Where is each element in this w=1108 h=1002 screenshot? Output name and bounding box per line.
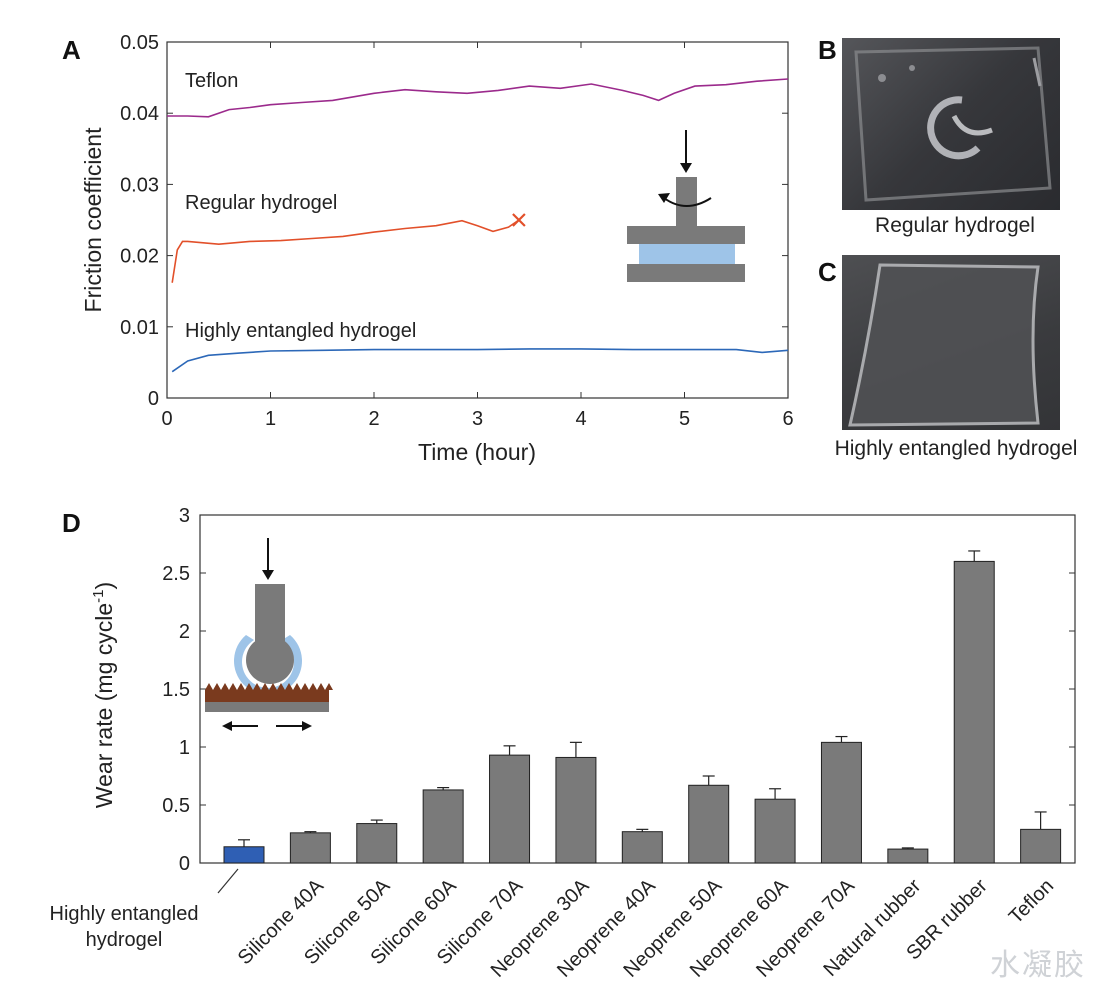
y-tick-label: 0.01 [120, 317, 159, 339]
x-axis-label: Time (hour) [418, 439, 536, 465]
wear-rate-bar-chart: 00.511.522.53 Highly entangled hydrogel Si… [50, 505, 1076, 982]
bar-natural-rubber [887, 848, 929, 864]
x-tick-label: 2 [368, 408, 379, 430]
bar-neoprene-60a [754, 798, 796, 864]
photo-caption-entangled: Highly entangled hydrogel [834, 437, 1078, 460]
schematic-hydrogel-sample [639, 244, 735, 264]
schematic-bottom-plate [627, 264, 745, 282]
panel-letter-c: C [818, 257, 837, 287]
series-label-regular-hydrogel: Regular hydrogel [185, 192, 337, 214]
abrasive-surface [205, 683, 333, 690]
x-tick-label: 4 [575, 408, 586, 430]
y-axis-label: Friction coefficient [80, 127, 106, 313]
rotation-arrow-head-icon [658, 193, 670, 203]
hydrogel-coating [234, 635, 302, 695]
failure-marker-icon [512, 213, 526, 227]
series-line-regular-hydrogel [171, 219, 520, 283]
y-tick-label: 2.5 [162, 563, 190, 585]
regular-hydrogel-image [854, 46, 1052, 202]
panel-letter-d: D [62, 508, 81, 538]
y-tick-label: 0.5 [162, 795, 190, 817]
y-tick-label: 3 [179, 505, 190, 527]
bar-highly-entangled-hydrogel [223, 846, 265, 864]
y-tick-label: 0.02 [120, 246, 159, 268]
motion-arrow-right-head-icon [302, 721, 312, 731]
y-tick-label: 2 [179, 621, 190, 643]
motion-arrow-left-head-icon [222, 721, 232, 731]
photo-regular-hydrogel [842, 38, 1060, 210]
load-arrow-head-icon [680, 163, 692, 173]
y-tick-label: 0.04 [120, 103, 159, 125]
series-label-highly-entangled-hydrogel: Highly entangled hydrogel [185, 320, 416, 342]
panel-letter-a: A [62, 35, 81, 65]
y-tick-label: 1.5 [162, 679, 190, 701]
rotation-arrow-icon [663, 197, 712, 207]
bar-silicone-40a [289, 832, 331, 864]
watermark: 水凝胶 [990, 949, 1086, 982]
bar-neoprene-30a [555, 756, 597, 864]
friction-line-chart: 0 1 2 3 4 5 6 0 0.01 0.02 0.03 0.04 0.05 Teflon Regu… [80, 32, 794, 465]
y-tick-label: 0.05 [120, 32, 159, 54]
x-tick-label: 6 [782, 408, 793, 430]
bar-neoprene-70a [820, 741, 862, 864]
friction-test-schematic [627, 130, 745, 282]
y-tick-label: 0.03 [120, 174, 159, 196]
probe-shaft [255, 584, 285, 646]
load-arrow-head-icon [262, 570, 274, 580]
x-tick-label: 5 [679, 408, 690, 430]
series-label-teflon: Teflon [185, 70, 238, 92]
x-tick-label: 3 [472, 408, 483, 430]
schematic-shaft [676, 177, 697, 227]
bar-silicone-60a [422, 789, 464, 864]
y-axis-label: Wear rate (mg cycle-1) [90, 582, 117, 808]
schematic-top-plate [627, 226, 745, 244]
probe-ball [246, 636, 294, 684]
x-tick-label: 1 [265, 408, 276, 430]
y-tick-label: 1 [179, 737, 190, 759]
photo-highly-entangled-hydrogel [842, 255, 1060, 430]
abrasive-layer [205, 690, 329, 702]
substrate-layer [205, 702, 329, 712]
panel-letter-b: B [818, 35, 837, 65]
label-leader-line [217, 868, 239, 894]
x-tick-label: Highly entangled hydrogel [50, 903, 199, 951]
bar-silicone-50a [356, 823, 398, 864]
wear-test-schematic [205, 538, 333, 731]
x-tick-label: Teflon [1005, 875, 1058, 928]
x-tick-label: 0 [161, 408, 172, 430]
series-line-highly-entangled-hydrogel [171, 348, 789, 373]
series-line-teflon [167, 78, 789, 118]
y-tick-label: 0 [179, 853, 190, 875]
bar-teflon [1020, 828, 1062, 864]
entangled-hydrogel-image [848, 263, 1040, 427]
bar-silicone-70a [489, 754, 531, 864]
photo-caption-regular: Regular hydrogel [875, 214, 1035, 237]
bar-neoprene-40a [621, 831, 663, 864]
abrasive-teeth [205, 683, 333, 690]
y-tick-label: 0 [148, 388, 159, 410]
bar-sbr-rubber [953, 560, 995, 864]
bar-neoprene-50a [688, 784, 730, 864]
